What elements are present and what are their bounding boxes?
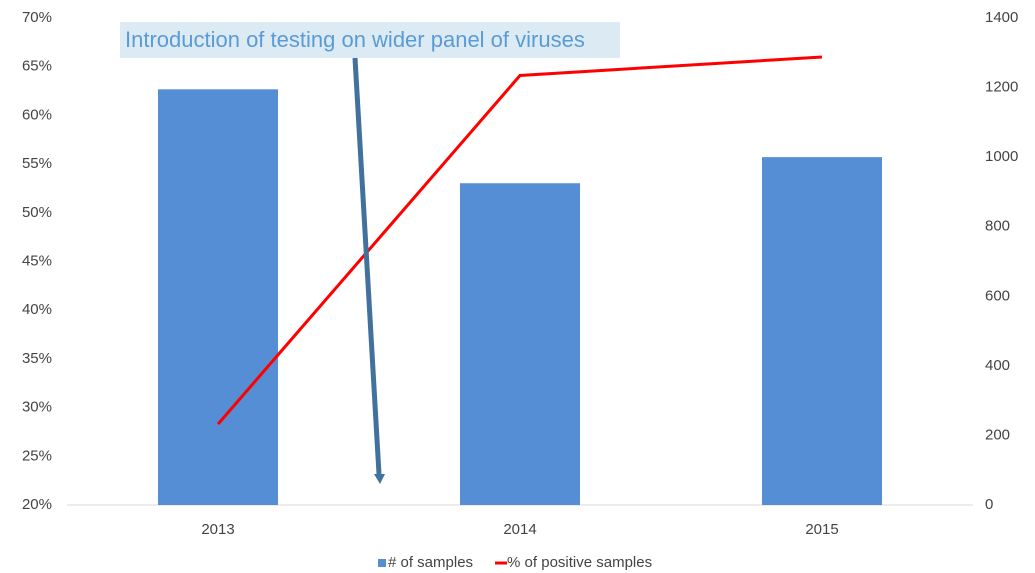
y2-tick-label: 600	[985, 287, 1010, 304]
y2-tick-label: 800	[985, 218, 1010, 235]
y-tick-label: 40%	[22, 301, 52, 318]
y-tick-label: 70%	[22, 9, 52, 26]
y-tick-label: 30%	[22, 399, 52, 416]
bar	[762, 157, 882, 505]
y2-tick-label: 1400	[985, 9, 1018, 26]
y-tick-label: 65%	[22, 58, 52, 75]
y-tick-label: 45%	[22, 252, 52, 269]
line	[216, 55, 823, 426]
x-tick-label: 2015	[805, 521, 838, 538]
y-tick-label: 20%	[22, 496, 52, 513]
y-tick-label: 60%	[22, 106, 52, 123]
legend-swatch	[378, 559, 386, 567]
y2-tick-label: 200	[985, 426, 1010, 443]
y2-tick-label: 0	[985, 496, 993, 513]
annotation-arrowhead	[374, 474, 385, 484]
legend-label: # of samples	[388, 554, 473, 571]
y2-tick-label: 1000	[985, 148, 1018, 165]
annotation-arrow	[352, 57, 382, 475]
bar	[158, 89, 278, 505]
x-tick-label: 2013	[201, 521, 234, 538]
y2-tick-label: 400	[985, 357, 1010, 374]
y-tick-label: 50%	[22, 204, 52, 221]
x-tick-label: 2014	[503, 521, 536, 538]
bar	[460, 183, 580, 505]
y2-tick-label: 1200	[985, 79, 1018, 96]
y-tick-label: 25%	[22, 447, 52, 464]
y-tick-label: 35%	[22, 350, 52, 367]
legend-label: % of positive samples	[507, 554, 652, 571]
y-tick-label: 55%	[22, 155, 52, 172]
annotation: Introduction of testing on wider panel o…	[125, 27, 585, 52]
annotation-box	[120, 22, 620, 58]
